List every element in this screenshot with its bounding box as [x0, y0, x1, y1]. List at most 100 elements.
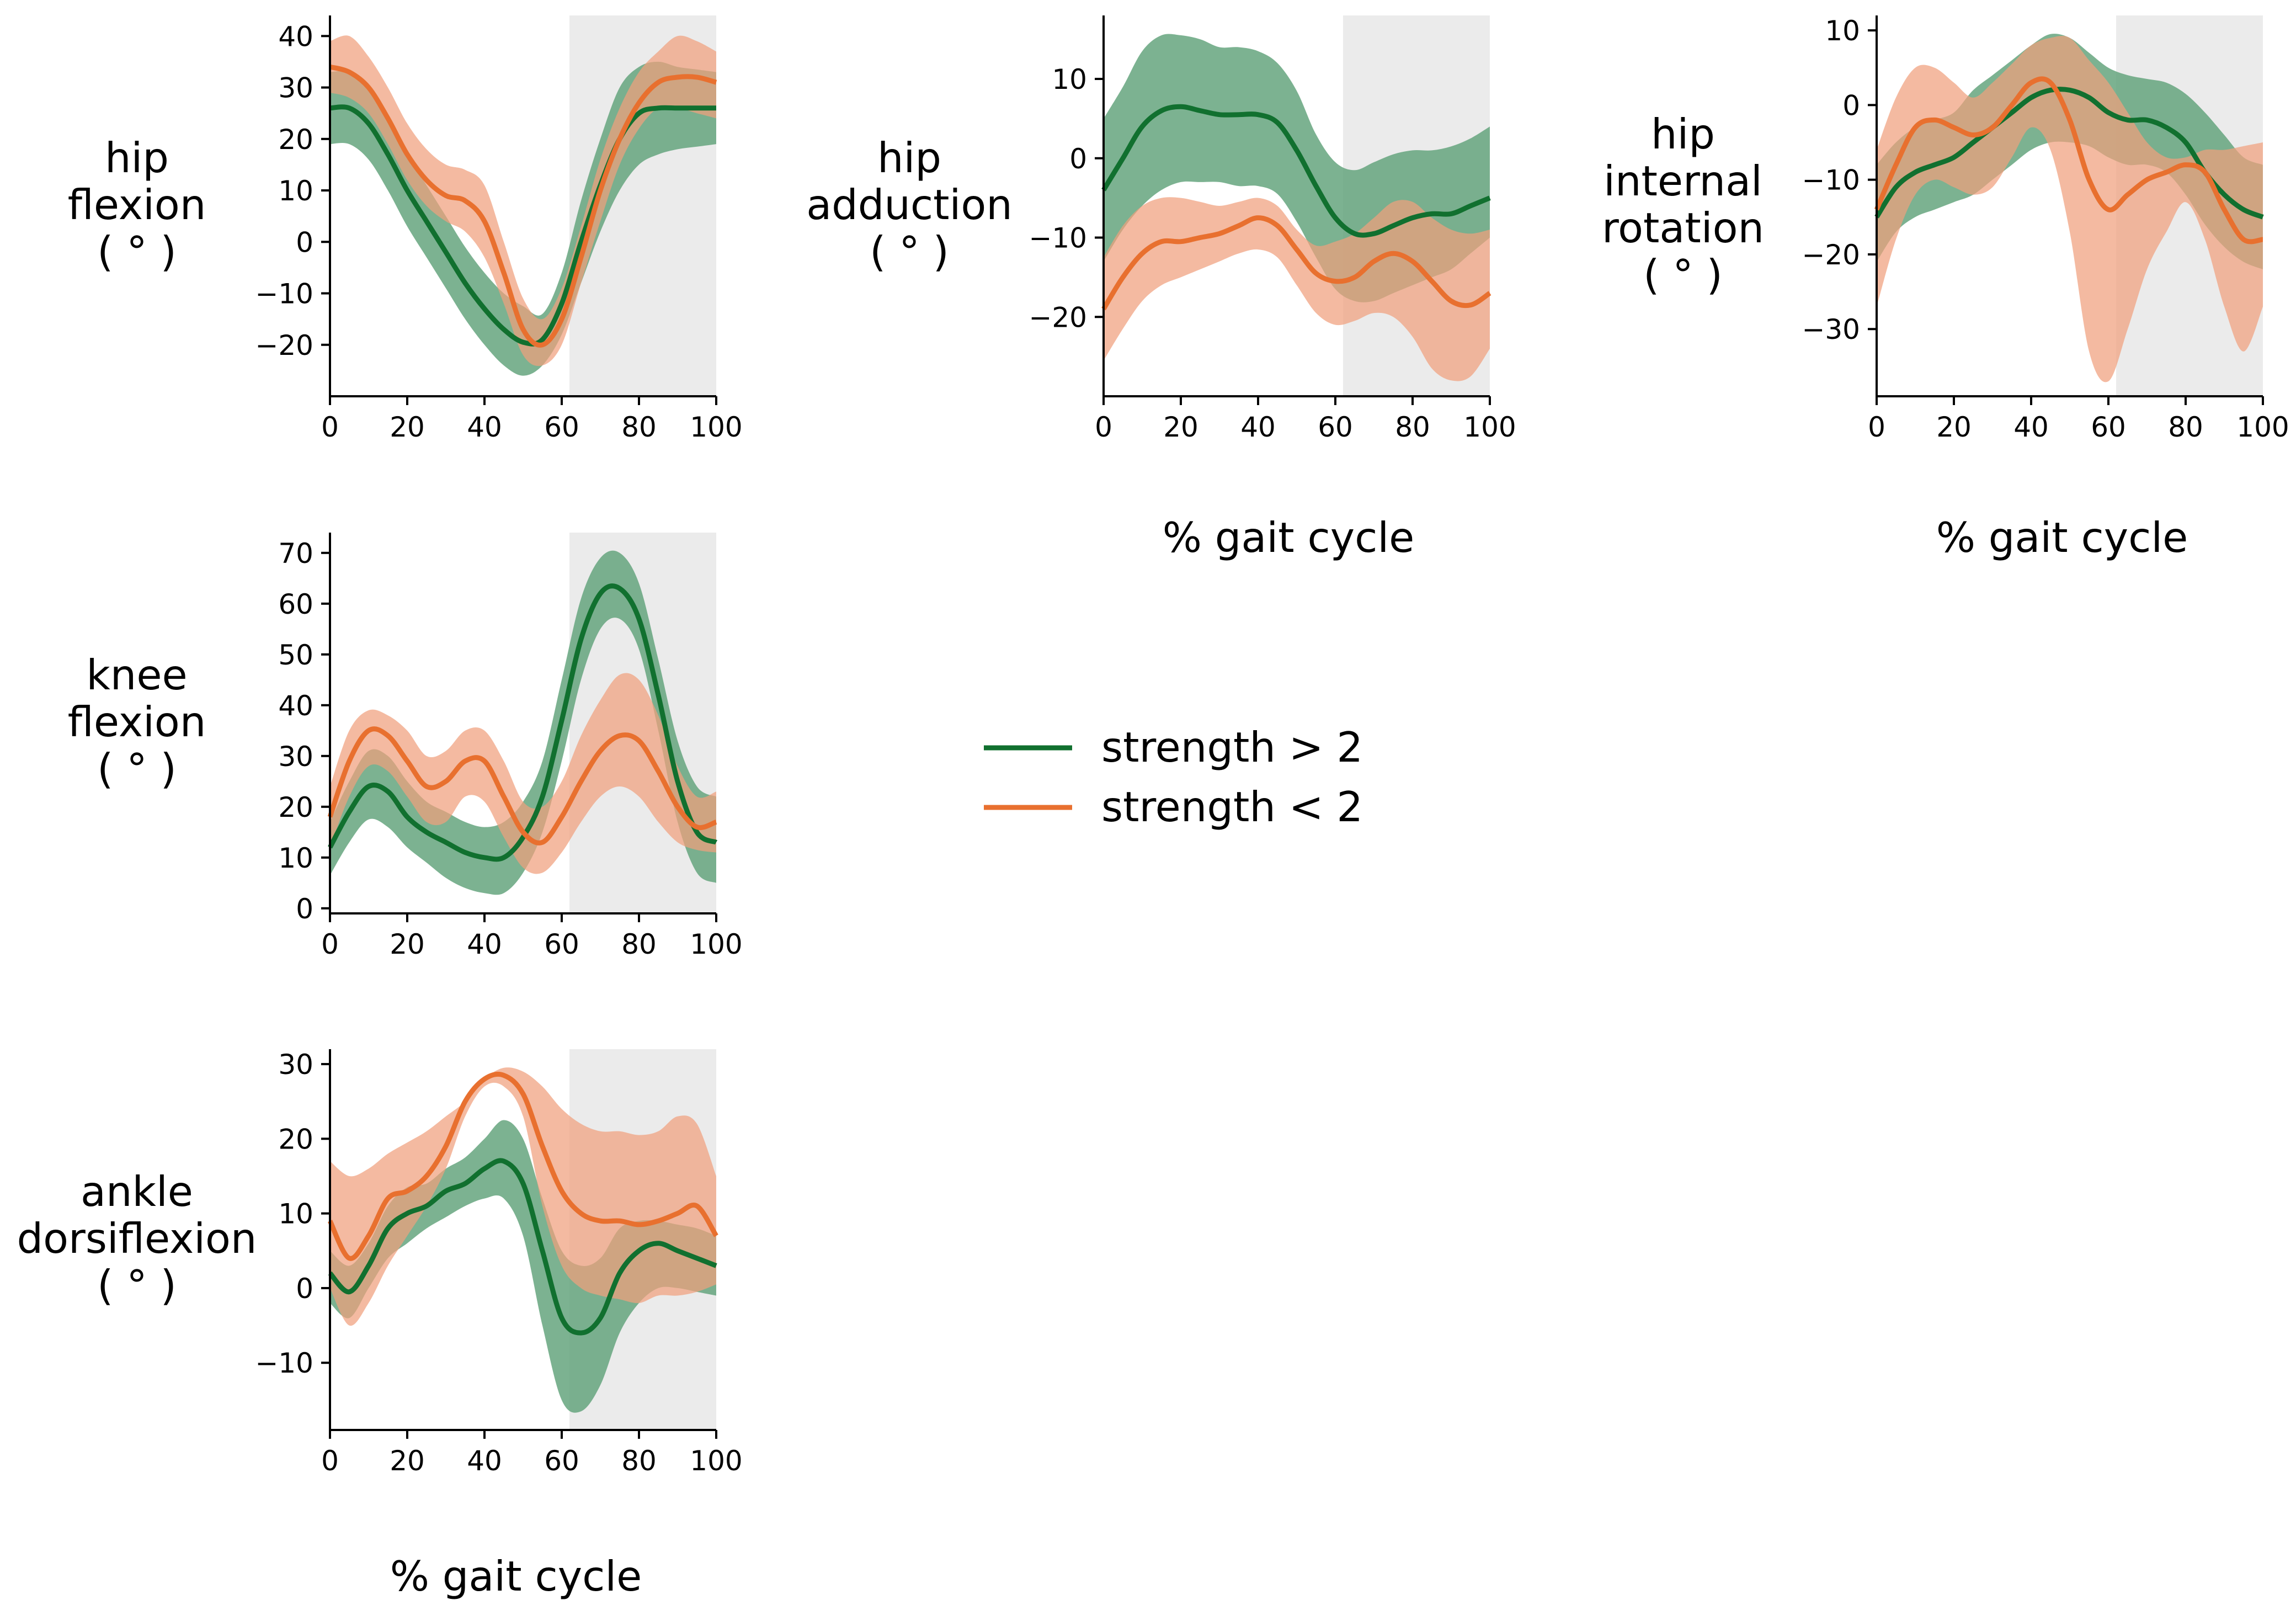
knee-flexion-y-tick-label: 20 — [278, 791, 313, 823]
hip-internal-rotation-y-tick-label: −10 — [1802, 164, 1860, 196]
hip-flexion-x-tick-label: 60 — [544, 411, 579, 443]
hip-adduction-x-tick-label: 80 — [1395, 411, 1430, 443]
hip-flexion-y-tick-label: −10 — [255, 278, 313, 310]
hip-flexion-y-tick-label: 40 — [278, 20, 313, 52]
hip-internal-rotation-strong-mean-line — [1874, 87, 2264, 220]
x-axis-title-col2: % gait cycle — [1163, 513, 1415, 562]
hip-flexion-x-tick-label: 40 — [467, 411, 502, 443]
knee-flexion-x-tick-label: 40 — [467, 928, 502, 960]
hip-internal-rotation-x-tick-label: 100 — [2236, 411, 2289, 443]
hip-internal-rotation-y-tick-label: 0 — [1842, 89, 1860, 121]
hip-internal-rotation-x-tick-label: 60 — [2091, 411, 2126, 443]
hip-internal-rotation-x-tick-label: 40 — [2013, 411, 2049, 443]
x-axis-title-col3: % gait cycle — [1936, 513, 2188, 562]
knee-flexion-strong-mean-line — [328, 583, 718, 862]
ankle-dorsiflexion-x-tick-label: 80 — [621, 1445, 657, 1477]
hip-adduction-y-tick-label: 0 — [1069, 143, 1087, 175]
ankle-dorsiflexion-y-tick-label: 30 — [278, 1049, 313, 1081]
hip-adduction-weak-mean-line — [1101, 215, 1491, 311]
hip-internal-rotation-y-tick-label: 10 — [1825, 15, 1860, 47]
legend-label-weak: strength < 2 — [1101, 783, 1363, 831]
knee-flexion-y-tick-label: 50 — [278, 639, 313, 671]
hip-internal-rotation-panel: 0 20 40 60 80 100 −30 −20 −10 0 10 hipinternalrotat… — [1602, 15, 2289, 443]
knee-flexion-y-tick-label: 30 — [278, 741, 313, 773]
ankle-dorsiflexion-x-tick-label: 60 — [544, 1445, 579, 1477]
hip-adduction-x-tick-label: 40 — [1240, 411, 1276, 443]
hip-flexion-x-tick-label: 100 — [690, 411, 742, 443]
legend: strength > 2 strength < 2 — [984, 723, 1363, 831]
hip-internal-rotation-y-axis-title: ( ° ) — [1643, 251, 1723, 299]
hip-flexion-weak-band — [330, 35, 716, 366]
hip-flexion-x-tick-label: 80 — [621, 411, 657, 443]
knee-flexion-x-tick-label: 20 — [390, 928, 425, 960]
hip-flexion-y-tick-label: 30 — [278, 72, 313, 104]
hip-adduction-x-tick-label: 0 — [1095, 411, 1112, 443]
knee-flexion-x-tick-label: 100 — [690, 928, 742, 960]
hip-flexion-weak-mean-line — [329, 64, 717, 348]
ankle-dorsiflexion-y-tick-label: 0 — [296, 1273, 313, 1305]
knee-flexion-y-tick-label: 0 — [296, 893, 313, 925]
ankle-dorsiflexion-y-tick-label: 10 — [278, 1198, 313, 1230]
hip-flexion-y-axis-title: hip — [105, 134, 169, 182]
ankle-dorsiflexion-x-tick-label: 20 — [390, 1445, 425, 1477]
hip-adduction-y-tick-label: −10 — [1029, 222, 1087, 254]
hip-adduction-y-tick-label: −20 — [1029, 301, 1087, 333]
hip-flexion-strong-mean-line — [329, 104, 716, 347]
hip-flexion-x-tick-label: 20 — [390, 411, 425, 443]
knee-flexion-x-tick-label: 60 — [544, 928, 579, 960]
ankle-dorsiflexion-strong-mean-line — [328, 1158, 717, 1336]
hip-internal-rotation-x-tick-label: 0 — [1868, 411, 1885, 443]
hip-internal-rotation-y-axis-title: hip — [1651, 110, 1715, 158]
legend-label-strong: strength > 2 — [1101, 723, 1363, 772]
hip-flexion-x-tick-label: 0 — [321, 411, 339, 443]
hip-flexion-y-tick-label: 0 — [296, 226, 313, 258]
hip-adduction-y-axis-title: ( ° ) — [870, 227, 949, 276]
knee-flexion-y-axis-title: flexion — [68, 698, 206, 746]
hip-flexion-y-axis-title: ( ° ) — [97, 227, 177, 276]
hip-adduction-x-tick-label: 20 — [1163, 411, 1198, 443]
ankle-dorsiflexion-y-tick-label: −10 — [255, 1347, 313, 1379]
hip-adduction-x-tick-label: 60 — [1318, 411, 1353, 443]
ankle-dorsiflexion-y-axis-title: ankle — [81, 1167, 193, 1216]
x-axis-title-col1: % gait cycle — [390, 1552, 642, 1601]
ankle-dorsiflexion-x-tick-label: 40 — [467, 1445, 502, 1477]
hip-flexion-y-tick-label: 10 — [278, 175, 313, 207]
hip-internal-rotation-y-tick-label: −20 — [1802, 239, 1860, 271]
knee-flexion-panel: 0 20 40 60 80 100 0 10 20 30 40 50 60 70 kneeflexion( … — [68, 533, 743, 960]
knee-flexion-y-tick-label: 10 — [278, 842, 313, 874]
hip-internal-rotation-weak-band — [1877, 35, 2263, 382]
knee-flexion-y-axis-title: knee — [86, 651, 187, 699]
hip-flexion-y-axis-title: flexion — [68, 180, 206, 229]
hip-adduction-y-axis-title: adduction — [806, 180, 1013, 229]
hip-internal-rotation-strong-band — [1877, 34, 2263, 270]
knee-flexion-y-tick-label: 70 — [278, 538, 313, 570]
hip-internal-rotation-weak-mean-line — [1874, 76, 2263, 244]
knee-flexion-weak-band — [330, 673, 716, 874]
ankle-dorsiflexion-y-axis-title: ( ° ) — [97, 1261, 177, 1310]
ankle-dorsiflexion-panel: 0 20 40 60 80 100 −10 0 10 20 30 ankledorsiflexion(… — [17, 1049, 743, 1477]
knee-flexion-weak-mean-line — [327, 726, 717, 846]
hip-adduction-x-tick-label: 100 — [1463, 411, 1516, 443]
hip-flexion-y-tick-label: 20 — [278, 124, 313, 156]
hip-internal-rotation-x-tick-label: 80 — [2168, 411, 2203, 443]
knee-flexion-x-tick-label: 80 — [621, 928, 657, 960]
ankle-dorsiflexion-x-tick-label: 0 — [321, 1445, 339, 1477]
ankle-dorsiflexion-weak-band — [330, 1067, 716, 1326]
hip-flexion-y-tick-label: −20 — [255, 329, 313, 361]
knee-flexion-x-tick-label: 0 — [321, 928, 339, 960]
hip-adduction-weak-band — [1104, 197, 1490, 381]
hip-internal-rotation-y-axis-title: internal — [1604, 157, 1762, 205]
ankle-dorsiflexion-x-tick-label: 100 — [690, 1445, 742, 1477]
hip-internal-rotation-x-tick-label: 20 — [1936, 411, 1972, 443]
hip-internal-rotation-y-axis-title: rotation — [1602, 204, 1764, 252]
hip-internal-rotation-y-tick-label: −30 — [1802, 313, 1860, 345]
ankle-dorsiflexion-weak-mean-line — [327, 1071, 718, 1261]
ankle-dorsiflexion-y-axis-title: dorsiflexion — [17, 1214, 257, 1263]
knee-flexion-y-tick-label: 60 — [278, 588, 313, 620]
ankle-dorsiflexion-y-tick-label: 20 — [278, 1123, 313, 1155]
hip-adduction-strong-mean-line — [1101, 104, 1491, 238]
